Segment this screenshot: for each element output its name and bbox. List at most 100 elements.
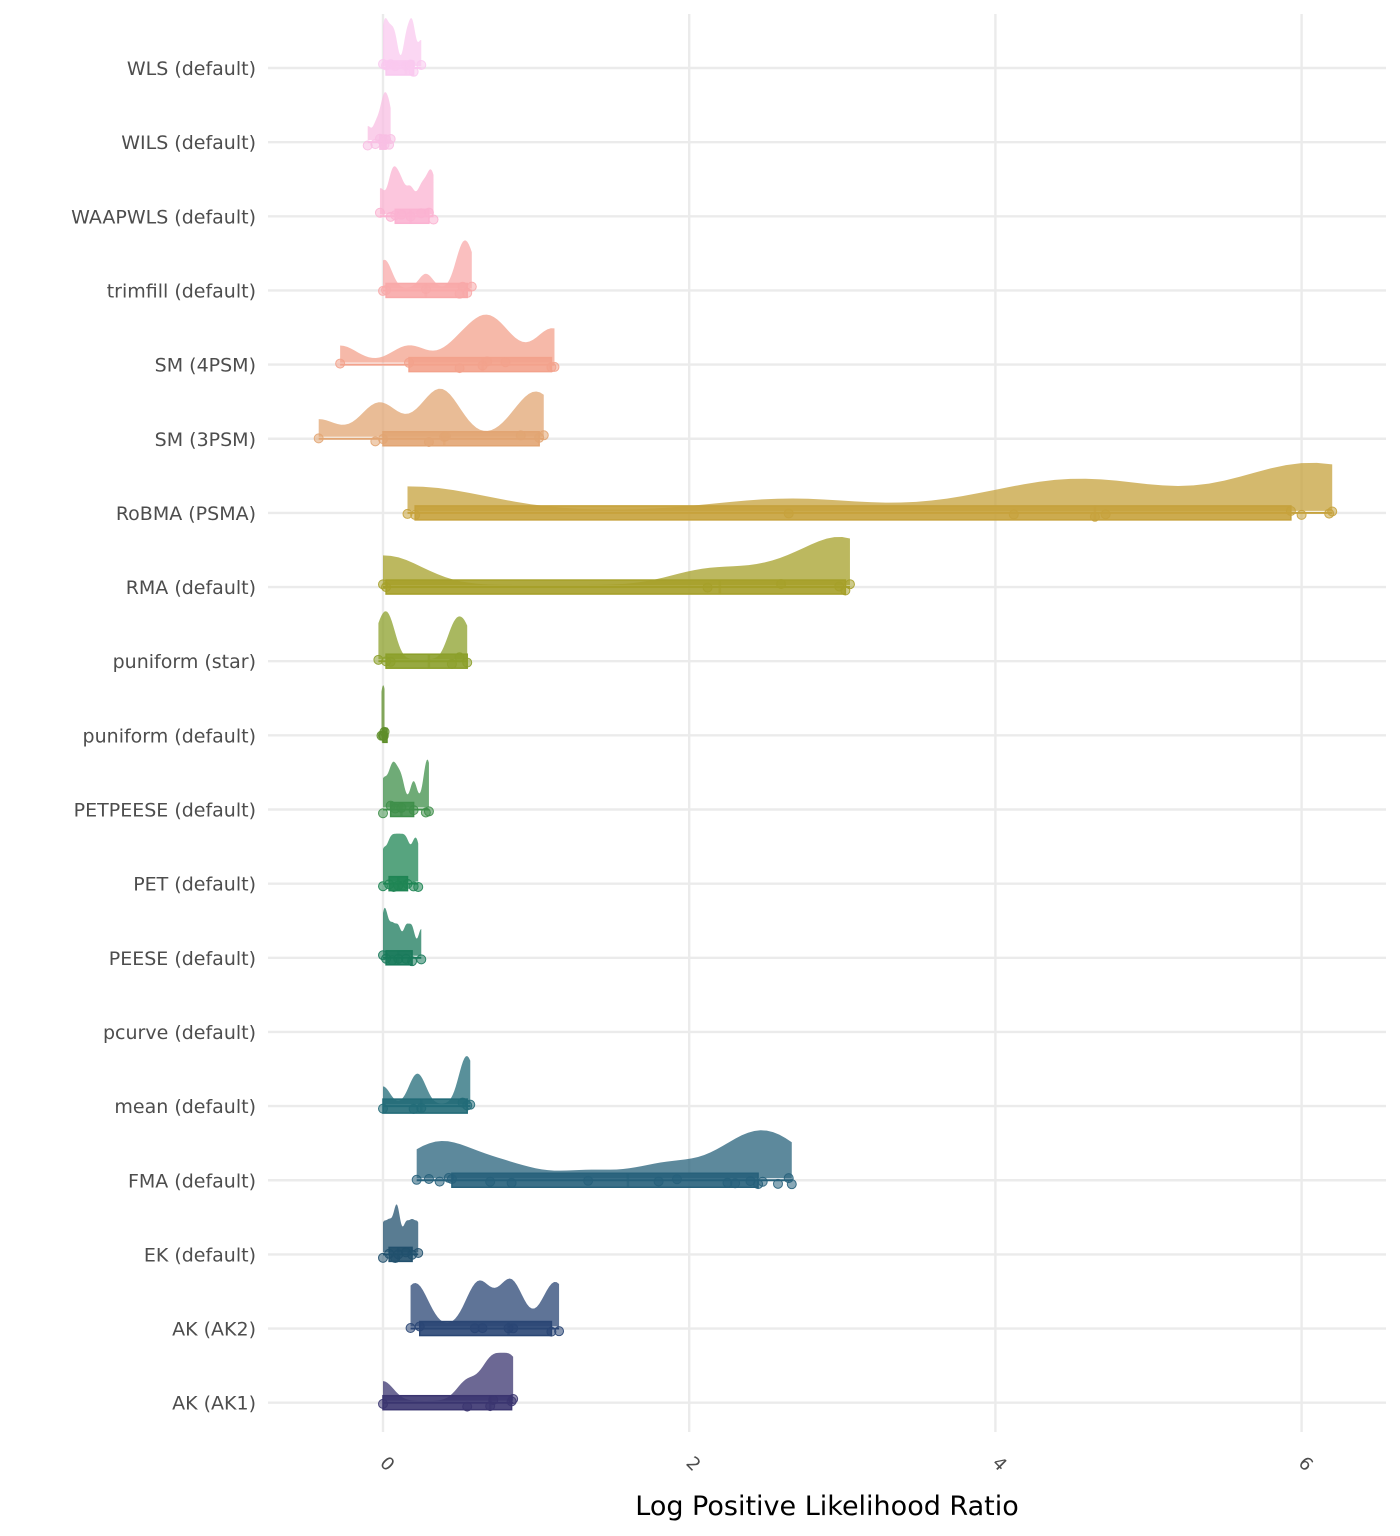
cloud-layer xyxy=(318,18,1333,1401)
category-label: RMA (default) xyxy=(126,577,256,599)
data-point xyxy=(757,1176,768,1187)
density-cloud xyxy=(383,1204,419,1253)
data-point xyxy=(1296,509,1307,520)
category-label: FMA (default) xyxy=(128,1170,256,1192)
density-cloud xyxy=(383,1352,514,1401)
box-iqr xyxy=(382,431,540,447)
point-layer xyxy=(313,59,1338,1412)
data-point xyxy=(434,1176,445,1187)
category-label: pcurve (default) xyxy=(103,1022,256,1044)
data-point xyxy=(378,434,388,445)
data-point xyxy=(772,1178,783,1189)
category-labels: WLS (default) WILS (default) WAAPWLS (defa… xyxy=(71,58,256,1415)
data-point xyxy=(405,1323,416,1334)
density-cloud xyxy=(383,759,429,808)
data-point xyxy=(454,652,465,663)
data-point xyxy=(538,430,549,441)
data-point xyxy=(462,657,473,668)
data-point xyxy=(549,361,560,372)
data-point xyxy=(485,1176,496,1187)
data-point xyxy=(385,656,396,667)
data-point xyxy=(446,1174,457,1185)
data-point xyxy=(396,802,407,813)
data-point xyxy=(428,214,439,225)
data-point xyxy=(416,1103,427,1114)
density-cloud xyxy=(383,1056,471,1105)
data-point xyxy=(313,433,324,444)
box-iqr xyxy=(451,1172,759,1188)
data-point xyxy=(423,1173,434,1184)
x-axis-title: Log Positive Likelihood Ratio xyxy=(635,1491,1019,1522)
data-point xyxy=(416,954,427,965)
data-point xyxy=(1089,511,1100,522)
data-point xyxy=(1100,509,1111,520)
data-point xyxy=(776,579,787,590)
x-tick-labels: 0 2 4 6 xyxy=(375,1453,1317,1476)
data-point xyxy=(416,59,427,70)
data-point xyxy=(446,658,457,669)
density-cloud xyxy=(407,462,1333,511)
density-cloud xyxy=(340,314,555,363)
data-point xyxy=(465,1099,476,1110)
category-label: EK (default) xyxy=(144,1244,256,1266)
category-label: WAAPWLS (default) xyxy=(71,206,256,228)
box-iqr xyxy=(414,505,1292,521)
density-cloud xyxy=(383,907,422,956)
data-point xyxy=(414,1321,425,1332)
category-label: mean (default) xyxy=(114,1096,256,1118)
category-label: PEESE (default) xyxy=(109,948,256,970)
data-point xyxy=(488,1394,499,1405)
category-label: SM (3PSM) xyxy=(155,429,256,451)
data-point xyxy=(381,285,392,296)
density-cloud xyxy=(416,1130,792,1179)
data-point xyxy=(396,209,407,220)
data-point xyxy=(390,61,401,72)
density-cloud xyxy=(410,1278,560,1327)
data-point xyxy=(378,1398,388,1409)
data-point xyxy=(423,437,434,448)
data-point xyxy=(378,808,388,819)
data-point xyxy=(482,356,493,367)
data-point xyxy=(335,358,346,369)
data-point xyxy=(1008,509,1019,520)
data-point xyxy=(408,66,419,77)
data-point xyxy=(378,1103,388,1114)
data-point xyxy=(1285,505,1296,516)
data-point xyxy=(506,1177,517,1188)
data-point xyxy=(413,1247,424,1258)
data-point xyxy=(423,207,434,218)
data-point xyxy=(381,582,392,593)
data-point xyxy=(420,284,431,295)
category-label: WLS (default) xyxy=(127,58,256,80)
x-tick-label: 4 xyxy=(988,1453,1011,1476)
data-point xyxy=(786,1179,797,1190)
data-point xyxy=(783,508,794,519)
category-label: WILS (default) xyxy=(121,132,256,154)
density-cloud xyxy=(318,388,544,437)
data-point xyxy=(454,363,465,374)
x-tick-label: 2 xyxy=(682,1453,705,1476)
data-point xyxy=(844,579,855,590)
density-cloud xyxy=(383,240,472,289)
density-cloud xyxy=(381,685,385,734)
data-point xyxy=(410,509,421,520)
data-point xyxy=(653,1176,664,1187)
data-point xyxy=(404,357,415,368)
data-point xyxy=(385,134,396,145)
category-label: SM (4PSM) xyxy=(155,355,256,377)
category-label: trimfill (default) xyxy=(107,280,256,302)
category-label: PET (default) xyxy=(133,874,256,896)
category-label: puniform (star) xyxy=(113,651,256,673)
data-point xyxy=(730,1178,741,1189)
density-cloud xyxy=(383,833,419,882)
density-cloud xyxy=(367,92,391,141)
grid-layer xyxy=(268,14,1386,1432)
x-tick-label: 6 xyxy=(1294,1453,1317,1476)
data-point xyxy=(500,357,511,368)
data-point xyxy=(508,1323,519,1334)
data-point xyxy=(405,211,416,222)
density-cloud xyxy=(379,166,434,215)
category-label: RoBMA (PSMA) xyxy=(116,503,256,525)
data-point xyxy=(462,1401,473,1412)
